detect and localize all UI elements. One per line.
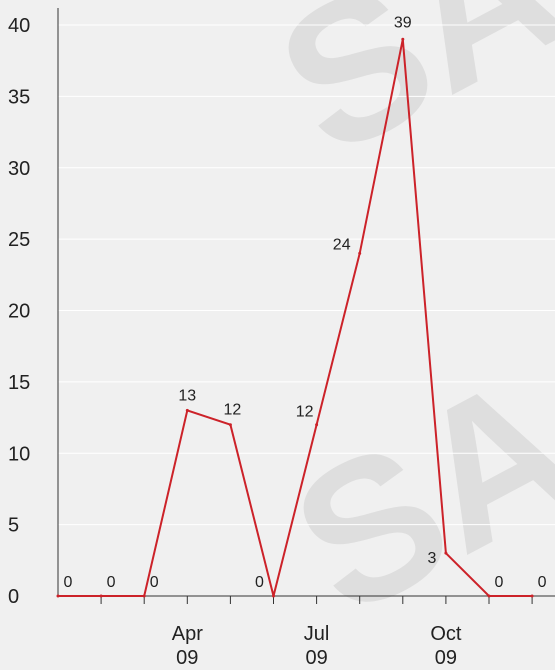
y-tick-label: 35 [8, 86, 30, 108]
data-labels: 0 0 0 13 12 0 12 24 39 3 0 0 [64, 14, 547, 591]
series-layer [56, 37, 534, 598]
data-label: 13 [178, 387, 196, 404]
data-label: 0 [255, 574, 264, 591]
data-point [228, 423, 232, 427]
data-point [185, 408, 189, 412]
y-tick-label: 10 [8, 443, 30, 465]
data-point [444, 551, 448, 555]
x-tick-label: 09 [176, 647, 198, 669]
watermark-text: SA [260, 331, 555, 658]
data-point [315, 423, 319, 427]
y-tick-label: 40 [8, 15, 30, 37]
data-point [56, 594, 60, 598]
x-tick-label: Apr [172, 623, 203, 645]
data-label: 3 [427, 550, 436, 567]
x-tick-label: Jul [304, 623, 330, 645]
data-label: 24 [333, 236, 351, 253]
data-label: 0 [107, 574, 116, 591]
y-tick-label: 25 [8, 229, 30, 251]
data-label: 12 [296, 404, 314, 421]
x-tick-label: Oct [430, 623, 462, 645]
y-tick-label: 20 [8, 301, 30, 323]
y-tick-label: 0 [8, 586, 19, 608]
data-label: 0 [538, 574, 547, 591]
x-tick-label: 09 [435, 647, 457, 669]
data-point [358, 251, 362, 255]
y-tick-label: 5 [8, 515, 19, 537]
data-point [142, 594, 146, 598]
data-point [99, 594, 103, 598]
data-label: 12 [224, 402, 242, 419]
data-label: 0 [64, 574, 73, 591]
x-tick-label: 09 [305, 647, 327, 669]
data-point [401, 37, 405, 41]
y-tick-label: 15 [8, 372, 30, 394]
series-line [58, 39, 533, 597]
data-label: 0 [150, 574, 159, 591]
gridlines [58, 24, 555, 526]
data-point [487, 594, 491, 598]
data-label: 39 [394, 14, 412, 31]
data-point [530, 594, 534, 598]
y-tick-label: 30 [8, 158, 30, 180]
data-label: 0 [495, 574, 504, 591]
data-point [272, 594, 275, 598]
